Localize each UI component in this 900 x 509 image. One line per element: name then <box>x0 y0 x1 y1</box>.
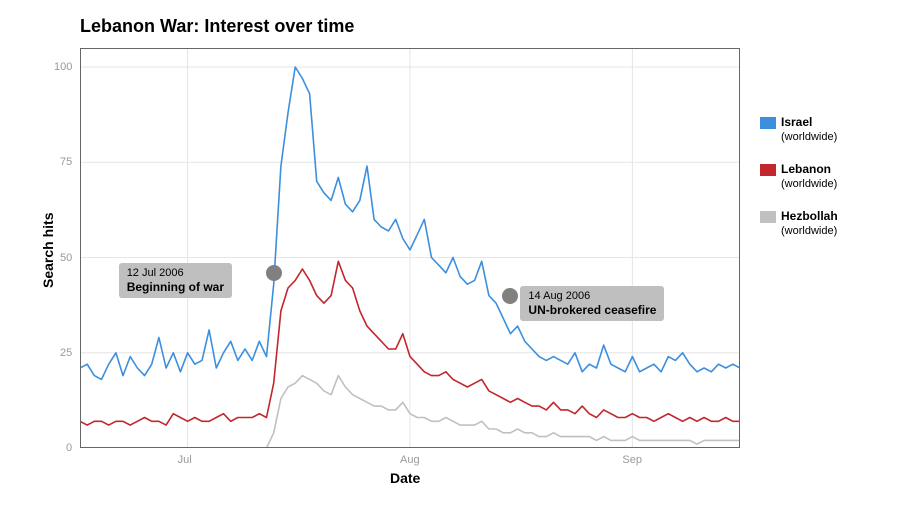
annotation-date: 14 Aug 2006 <box>528 289 656 303</box>
legend-name: Hezbollah <box>781 209 838 223</box>
legend-text: Israel (worldwide) <box>781 115 837 144</box>
x-tick-label: Sep <box>622 454 642 466</box>
x-axis-label-text: Date <box>390 470 420 486</box>
plot-area <box>80 48 740 448</box>
legend: Israel (worldwide) Lebanon (worldwide) H… <box>760 115 838 256</box>
x-tick-label: Jul <box>178 454 192 466</box>
x-axis-label: Date <box>390 470 420 486</box>
legend-item-israel: Israel (worldwide) <box>760 115 838 144</box>
legend-sub: (worldwide) <box>781 225 837 237</box>
legend-name: Israel <box>781 115 812 129</box>
legend-swatch <box>760 117 776 129</box>
y-tick-label: 0 <box>66 442 72 454</box>
annotation-dot <box>502 288 518 304</box>
y-tick-label: 75 <box>60 156 72 168</box>
y-tick-label: 25 <box>60 347 72 359</box>
chart-title-text: Lebanon War: Interest over time <box>80 16 354 36</box>
panel-border <box>80 48 740 448</box>
legend-sub: (worldwide) <box>781 131 837 143</box>
legend-sub: (worldwide) <box>781 178 837 190</box>
legend-name: Lebanon <box>781 162 831 176</box>
legend-item-lebanon: Lebanon (worldwide) <box>760 162 838 191</box>
legend-swatch <box>760 164 776 176</box>
legend-swatch <box>760 211 776 223</box>
annotation-dot <box>266 265 282 281</box>
y-tick-label: 100 <box>54 61 72 73</box>
y-tick-label: 50 <box>60 252 72 264</box>
annotation-text: UN-brokered ceasefire <box>528 303 656 317</box>
legend-text: Lebanon (worldwide) <box>781 162 837 191</box>
annotation-text: Beginning of war <box>127 280 224 294</box>
legend-text: Hezbollah (worldwide) <box>781 209 838 238</box>
legend-item-hezbollah: Hezbollah (worldwide) <box>760 209 838 238</box>
y-axis-label: Search hits <box>40 213 56 288</box>
annotation-label: 14 Aug 2006 UN-brokered ceasefire <box>520 286 664 321</box>
figure-root: Lebanon War: Interest over time 0 25 50 … <box>0 0 900 509</box>
y-axis-label-text: Search hits <box>40 213 56 288</box>
chart-title: Lebanon War: Interest over time <box>80 16 354 37</box>
x-tick-label: Aug <box>400 454 420 466</box>
annotation-date: 12 Jul 2006 <box>127 266 224 280</box>
annotation-label: 12 Jul 2006 Beginning of war <box>119 263 232 298</box>
